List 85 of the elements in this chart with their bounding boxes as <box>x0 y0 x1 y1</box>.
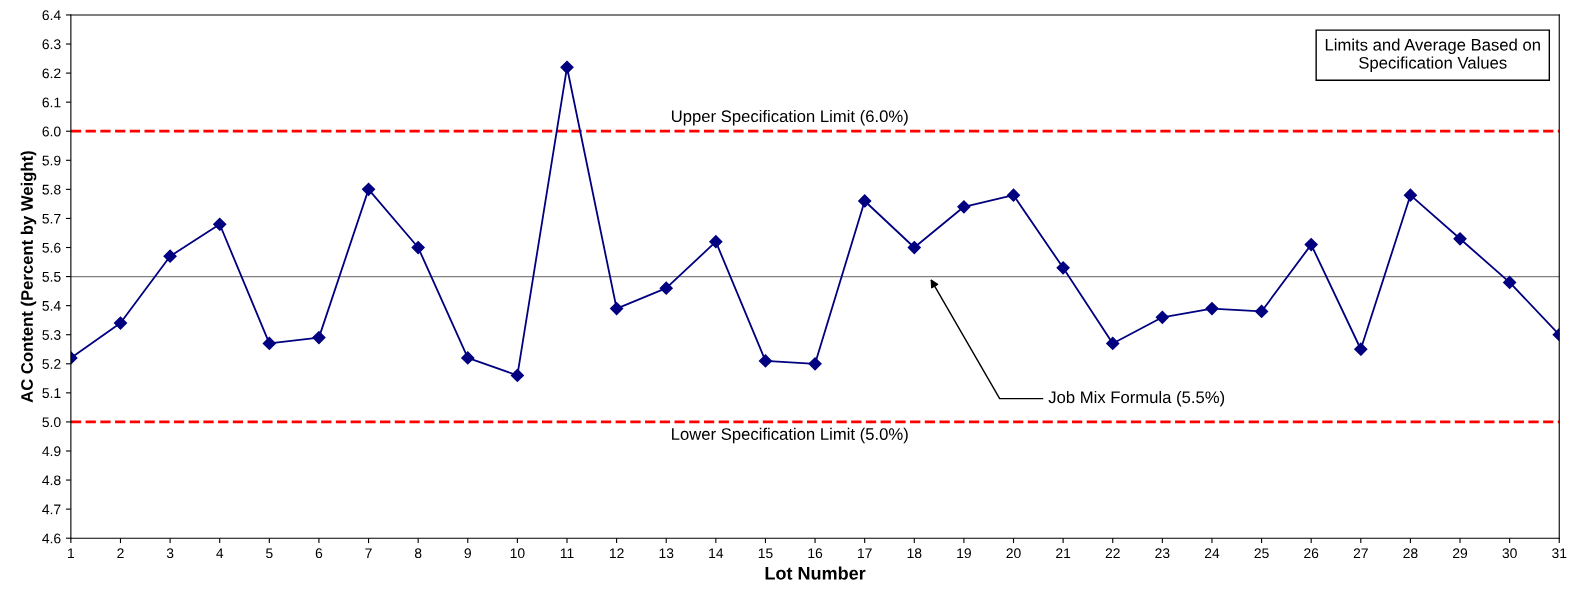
x-tick-label: 6 <box>315 548 323 559</box>
y-tick-label: 5.9 <box>42 155 61 166</box>
y-tick-label: 5.8 <box>42 184 61 195</box>
x-tick-label: 23 <box>1155 548 1170 559</box>
x-tick-label: 2 <box>117 548 124 558</box>
x-tick-label: 18 <box>907 548 922 559</box>
x-tick-label: 4 <box>216 548 224 558</box>
x-tick-label: 31 <box>1552 548 1567 559</box>
y-tick-label: 6.3 <box>42 39 61 50</box>
x-tick-label: 26 <box>1304 548 1319 559</box>
point <box>610 301 624 316</box>
y-tick-label: 6.2 <box>42 68 61 79</box>
x-tick-label: 21 <box>1056 548 1071 558</box>
point <box>808 357 822 371</box>
y-tick-label: 6.1 <box>42 97 61 108</box>
point <box>510 368 524 382</box>
point <box>709 235 723 249</box>
y-tick-label: 6.4 <box>42 10 61 21</box>
x-tick-label: 25 <box>1254 548 1269 559</box>
y-axis-title: AC Content (Percent by Weight) <box>20 151 37 403</box>
x-tick-label: 29 <box>1453 548 1468 559</box>
point <box>1354 342 1368 356</box>
y-tick-label: 5.0 <box>42 417 61 428</box>
x-tick-label: 27 <box>1353 548 1368 558</box>
point <box>361 182 376 196</box>
x-tick-label: 28 <box>1403 548 1418 559</box>
x-tick-label: 11 <box>560 548 574 558</box>
y-tick-label: 4.6 <box>42 533 61 544</box>
x-tick-label: 8 <box>414 548 422 559</box>
y-tick-label: 6.0 <box>42 126 61 137</box>
x-tick-label: 15 <box>758 548 773 559</box>
point <box>411 240 425 255</box>
x-tick-label: 20 <box>1006 548 1021 559</box>
point <box>659 281 673 295</box>
point <box>213 217 227 231</box>
y-tick-label: 5.4 <box>42 301 61 311</box>
point <box>1056 261 1070 275</box>
point <box>1453 232 1467 246</box>
point <box>560 60 574 74</box>
x-tick-label: 7 <box>365 548 372 558</box>
y-tick-label: 5.3 <box>42 330 61 340</box>
x-tick-label: 24 <box>1204 548 1220 558</box>
point <box>1503 275 1517 289</box>
x-tick-label: 12 <box>609 548 624 558</box>
y-tick-label: 4.8 <box>42 475 61 486</box>
point <box>1106 336 1120 351</box>
y-tick-label: 5.7 <box>42 213 61 224</box>
ref-line-label: Job Mix Formula (5.5%) <box>1048 390 1225 407</box>
point <box>262 336 276 351</box>
x-tick-label: 9 <box>464 548 471 559</box>
x-tick-label: 22 <box>1105 548 1120 558</box>
point <box>312 331 326 345</box>
point <box>163 249 177 263</box>
y-tick-label: 5.1 <box>42 388 61 399</box>
x-tick-label: 19 <box>957 548 971 559</box>
point <box>1254 304 1269 319</box>
y-tick-label: 5.2 <box>42 359 61 369</box>
point <box>858 194 872 208</box>
point <box>1155 310 1169 324</box>
point <box>113 316 128 330</box>
y-tick-label: 5.5 <box>42 272 61 282</box>
point <box>461 351 475 365</box>
annotation: Limits and Average Based on Specification Values <box>1325 38 1540 72</box>
point <box>1403 188 1418 202</box>
x-tick-label: 16 <box>808 548 823 559</box>
point <box>957 200 971 214</box>
point <box>758 354 773 368</box>
point <box>907 240 921 255</box>
x-tick-label: 30 <box>1502 548 1517 559</box>
y-tick-label: 4.7 <box>42 504 61 515</box>
x-tick-label: 1 <box>68 548 75 558</box>
x-tick-label: 14 <box>709 548 724 558</box>
ref-line-label: Upper Specification Limit (6.0%) <box>671 109 908 126</box>
x-tick-label: 3 <box>166 548 174 559</box>
x-tick-label: 17 <box>858 548 872 558</box>
y-tick-label: 4.9 <box>42 446 61 457</box>
x-tick-label: 10 <box>510 548 525 559</box>
point <box>1304 238 1318 252</box>
point <box>1006 188 1021 202</box>
ref-line-label: Lower Specification Limit (5.0%) <box>672 427 908 444</box>
x-tick-label: 13 <box>659 548 674 559</box>
x-axis-title: Lot Number <box>765 566 866 580</box>
x-tick-label: 5 <box>266 548 273 559</box>
point <box>1205 301 1219 316</box>
y-tick-label: 5.6 <box>42 242 61 253</box>
